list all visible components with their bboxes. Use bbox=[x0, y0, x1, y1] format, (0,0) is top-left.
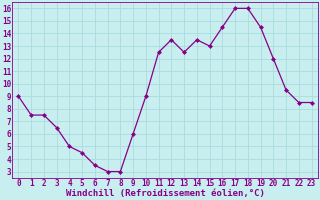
X-axis label: Windchill (Refroidissement éolien,°C): Windchill (Refroidissement éolien,°C) bbox=[66, 189, 264, 198]
